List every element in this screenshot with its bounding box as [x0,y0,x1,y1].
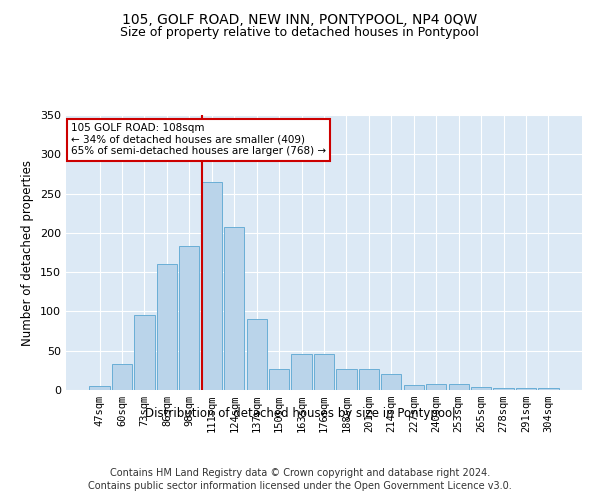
Bar [224,228,244,390]
Bar [538,388,559,390]
Bar [337,369,356,390]
Bar [112,364,132,390]
Text: Size of property relative to detached houses in Pontypool: Size of property relative to detached ho… [121,26,479,39]
Bar [516,388,536,390]
Text: 105, GOLF ROAD, NEW INN, PONTYPOOL, NP4 0QW: 105, GOLF ROAD, NEW INN, PONTYPOOL, NP4 … [122,12,478,26]
Bar [381,374,401,390]
Bar [269,369,289,390]
Bar [202,182,222,390]
Bar [179,246,199,390]
Bar [404,384,424,390]
Bar [89,386,110,390]
Bar [157,264,177,390]
Bar [471,387,491,390]
Text: Distribution of detached houses by size in Pontypool: Distribution of detached houses by size … [145,408,455,420]
Bar [247,320,267,390]
Bar [493,388,514,390]
Bar [314,354,334,390]
Y-axis label: Number of detached properties: Number of detached properties [22,160,34,346]
Text: 105 GOLF ROAD: 108sqm
← 34% of detached houses are smaller (409)
65% of semi-det: 105 GOLF ROAD: 108sqm ← 34% of detached … [71,123,326,156]
Bar [134,316,155,390]
Text: Contains HM Land Registry data © Crown copyright and database right 2024.: Contains HM Land Registry data © Crown c… [110,468,490,477]
Bar [426,384,446,390]
Bar [359,369,379,390]
Text: Contains public sector information licensed under the Open Government Licence v3: Contains public sector information licen… [88,481,512,491]
Bar [449,384,469,390]
Bar [292,354,311,390]
